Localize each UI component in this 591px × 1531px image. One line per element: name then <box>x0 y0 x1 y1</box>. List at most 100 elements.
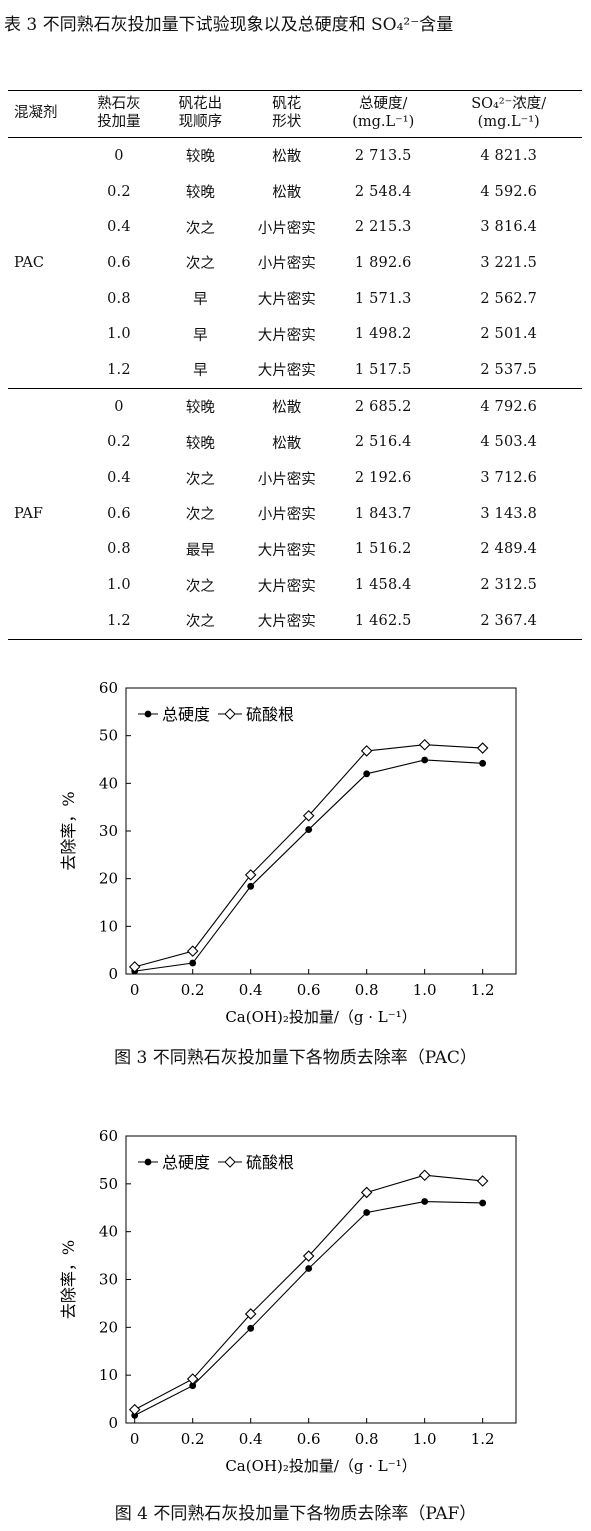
table-row: 0 较晚 松散 2 685.2 4 792.6 <box>8 388 582 424</box>
dose-cell: 0.4 <box>107 470 131 487</box>
floc-shape-cell: 松散 <box>272 185 302 202</box>
data-point-hardness <box>305 826 313 833</box>
y-tick-label: 50 <box>99 1175 118 1193</box>
x-axis-label: Ca(OH)₂投加量/（g · L⁻¹） <box>225 1457 416 1475</box>
coagulant-cell <box>8 532 79 568</box>
floc-order-cell: 次之 <box>185 471 215 488</box>
floc-shape-cell: 大片密实 <box>242 602 332 640</box>
data-table: 混凝剂 熟石灰 投加量 矾花出 现顺序 矾花 形状 总硬度/(mg.L⁻¹) SO₄²… <box>8 90 582 640</box>
y-tick-label: 60 <box>99 679 118 697</box>
floc-shape-cell: 大片密实 <box>257 292 316 309</box>
table-row: 1.2 次之 大片密实 1 462.5 2 367.4 <box>8 602 582 640</box>
floc-shape-cell: 松散 <box>272 435 302 452</box>
sulfate-cell: 4 592.6 <box>480 183 538 200</box>
x-tick-label: 0.6 <box>297 1430 321 1448</box>
figure-4-caption: 图 4 不同熟石灰投加量下各物质去除率（PAF） <box>114 1504 477 1524</box>
data-point-hardness <box>479 759 487 767</box>
floc-order-cell: 早 <box>158 352 243 389</box>
sulfate-cell: 3 143.8 <box>480 505 538 522</box>
sulfate-cell: 2 367.4 <box>435 602 582 640</box>
floc-order-cell: 次之 <box>185 220 215 237</box>
data-point-hardness <box>363 770 371 778</box>
coagulant-cell <box>8 316 79 352</box>
legend-label-sulfate: 硫酸根 <box>246 705 294 724</box>
y-tick-label: 30 <box>99 822 118 840</box>
floc-order-cell: 较晚 <box>185 149 215 166</box>
y-tick-label: 30 <box>99 1271 118 1289</box>
table-row: 0.2 较晚 松散 2 548.4 4 592.6 <box>8 174 582 210</box>
dose-cell: 0.2 <box>107 183 131 200</box>
sulfate-cell: 2 537.5 <box>435 352 582 389</box>
data-point-hardness <box>421 756 429 764</box>
header-coagulant: 混凝剂 <box>8 90 80 138</box>
dose-cell: 1.0 <box>107 577 131 594</box>
header-floc-shape: 矾花 形状 <box>242 90 332 138</box>
data-point-sulfate <box>360 1186 373 1199</box>
dose-cell: 0.6 <box>107 254 131 271</box>
coagulant-cell <box>8 567 79 603</box>
floc-shape-cell: 大片密实 <box>242 352 332 389</box>
sulfate-cell: 3 712.6 <box>480 470 538 487</box>
hardness-cell: 2 713.5 <box>354 147 412 164</box>
y-tick-label: 10 <box>99 1366 118 1384</box>
hardness-cell: 2 516.4 <box>354 434 412 451</box>
data-point-hardness <box>479 1199 487 1207</box>
floc-order-cell: 次之 <box>185 256 215 273</box>
table-group-paf: 0 较晚 松散 2 685.2 4 792.6 0.2 较晚 松散 2 516.4 4 503.4… <box>8 388 582 640</box>
x-tick-label: 1.0 <box>413 1430 437 1448</box>
series-line <box>134 1174 483 1411</box>
y-tick-label: 60 <box>99 1127 118 1145</box>
floc-order-cell: 较晚 <box>185 400 215 417</box>
legend-label-hardness: 总硬度 <box>162 705 210 724</box>
coagulant-cell <box>8 388 79 424</box>
sulfate-cell: 3 221.5 <box>480 254 538 271</box>
sulfate-cell: 2 562.7 <box>480 290 538 307</box>
plot-frame <box>125 1135 517 1424</box>
header-total-hardness: 总硬度/(mg.L⁻¹) <box>331 90 436 138</box>
x-tick-label: 0 <box>130 1430 140 1448</box>
coagulant-cell <box>8 460 79 496</box>
hardness-cell: 1 843.7 <box>354 505 412 522</box>
coagulant-cell: PAF <box>14 505 43 522</box>
chart-pac: 0 10 20 30 40 50 60 0 0.2 0.4 0.6 0.8 1.0 1.2 Ca(OH)₂投… <box>59 679 517 1026</box>
table-row: PAF 0.6 次之 小片密实 1 843.7 3 143.8 <box>8 496 582 532</box>
x-tick-label: 0.6 <box>297 981 321 999</box>
data-point-hardness <box>189 959 197 967</box>
dose-cell: 0 <box>114 147 124 164</box>
floc-order-cell: 最早 <box>185 542 215 559</box>
data-point-hardness <box>189 1382 197 1390</box>
data-point-sulfate <box>476 742 489 754</box>
hardness-cell: 1 462.5 <box>331 602 436 640</box>
x-tick-label: 0 <box>130 981 140 999</box>
hardness-cell: 1 892.6 <box>354 254 412 271</box>
y-tick-label: 50 <box>99 727 118 745</box>
coagulant-cell <box>8 209 79 245</box>
data-point-hardness <box>363 1209 371 1216</box>
table-row: 0.2 较晚 松散 2 516.4 4 503.4 <box>8 425 582 461</box>
data-point-sulfate <box>302 1250 315 1262</box>
dose-cell: 0.8 <box>107 541 131 558</box>
sulfate-cell: 4 821.3 <box>480 147 538 164</box>
y-axis-label: 去除率，% <box>59 791 78 870</box>
data-point-sulfate <box>476 1175 489 1187</box>
dose-cell: 0.6 <box>107 505 131 522</box>
hardness-cell: 1 517.5 <box>331 352 436 389</box>
coagulant-cell <box>8 602 80 640</box>
y-tick-label: 0 <box>108 965 118 983</box>
coagulant-cell <box>8 174 79 210</box>
series-line <box>134 759 483 972</box>
figure-3-caption: 图 3 不同熟石灰投加量下各物质去除率（PAC） <box>114 1048 477 1068</box>
table-row: 0.4 次之 小片密实 2 215.3 3 816.4 <box>8 209 582 245</box>
y-tick-label: 20 <box>99 870 118 888</box>
hardness-cell: 1 458.4 <box>354 577 412 594</box>
data-point-sulfate <box>186 945 199 957</box>
x-tick-label: 0.4 <box>239 1430 263 1448</box>
legend-label-sulfate: 硫酸根 <box>246 1153 294 1172</box>
floc-order-cell: 较晚 <box>185 435 215 452</box>
header-floc-order: 矾花出 现顺序 <box>158 90 243 138</box>
table-row: 0.8 早 大片密实 1 571.3 2 562.7 <box>8 281 582 317</box>
y-tick-label: 20 <box>99 1318 118 1336</box>
floc-shape-cell: 小片密实 <box>257 256 316 273</box>
floc-order-cell: 次之 <box>158 602 243 640</box>
floc-shape-cell: 松散 <box>272 400 302 417</box>
